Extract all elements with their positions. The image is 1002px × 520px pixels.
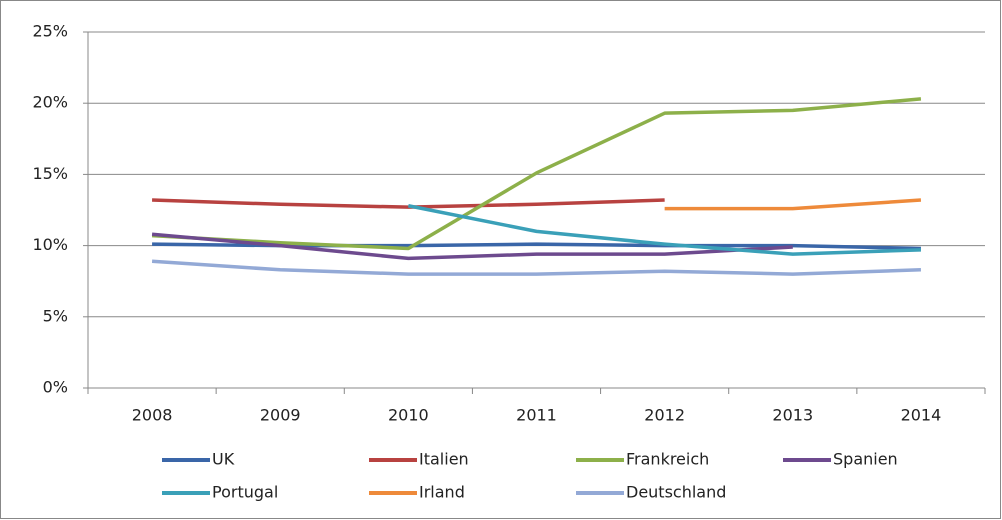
x-tick-label: 2008 — [132, 406, 173, 425]
legend-label: UK — [212, 450, 235, 469]
x-tick-label: 2011 — [516, 406, 557, 425]
x-tick-label: 2010 — [388, 406, 429, 425]
legend-label: Frankreich — [626, 450, 709, 469]
series-line — [664, 198, 922, 211]
series-line — [151, 259, 921, 276]
legend-label: Deutschland — [626, 483, 726, 502]
legend-label: Spanien — [833, 450, 898, 469]
x-tick-label: 2014 — [901, 406, 942, 425]
series-line — [408, 204, 921, 256]
legend-label: Italien — [419, 450, 469, 469]
y-tick-label: 15% — [32, 164, 68, 183]
legend-label: Irland — [419, 483, 465, 502]
series-line — [151, 232, 793, 261]
legend-label: Portugal — [212, 483, 278, 502]
y-tick-label: 20% — [32, 93, 68, 112]
x-tick-label: 2013 — [772, 406, 813, 425]
y-tick-label: 10% — [32, 235, 68, 254]
y-tick-label: 0% — [43, 378, 68, 397]
x-tick-label: 2009 — [260, 406, 301, 425]
y-tick-label: 5% — [43, 306, 68, 325]
x-tick-label: 2012 — [644, 406, 685, 425]
series-line — [151, 97, 922, 251]
y-tick-label: 25% — [32, 22, 68, 41]
